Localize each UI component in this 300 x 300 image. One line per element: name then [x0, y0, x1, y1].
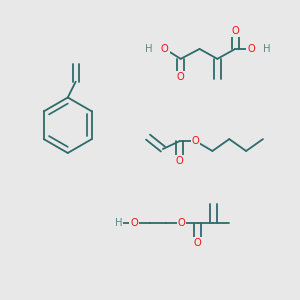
- Text: O: O: [178, 218, 186, 228]
- Text: H: H: [263, 44, 270, 54]
- Text: O: O: [130, 218, 138, 228]
- Text: O: O: [192, 136, 200, 146]
- Text: O: O: [231, 26, 239, 36]
- Text: H: H: [115, 218, 122, 228]
- Text: O: O: [177, 72, 184, 82]
- Text: O: O: [176, 156, 184, 166]
- Text: O: O: [161, 44, 169, 54]
- Text: O: O: [194, 238, 201, 248]
- Text: H: H: [146, 44, 153, 54]
- Text: O: O: [247, 44, 255, 54]
